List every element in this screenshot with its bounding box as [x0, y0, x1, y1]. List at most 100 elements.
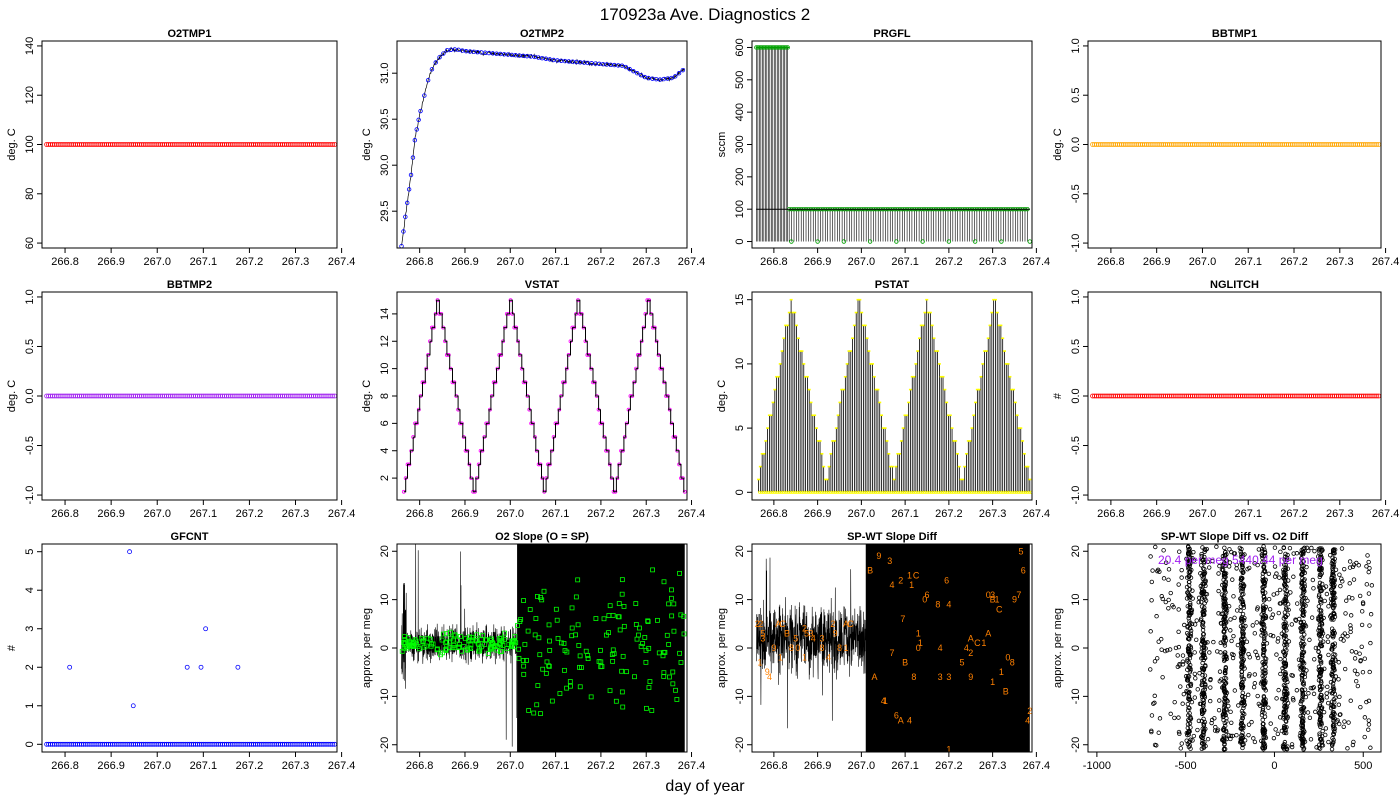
data-point: [1268, 721, 1273, 726]
data-point: [1291, 698, 1296, 703]
data-point-zero: [837, 490, 841, 494]
data-point: [673, 687, 678, 693]
data-point: [1272, 564, 1278, 569]
data-label: 4: [767, 672, 772, 682]
data-point-outlier: [67, 664, 73, 670]
data-point: [1301, 642, 1307, 647]
data-point-zero: [908, 490, 912, 494]
data-point: [1366, 591, 1372, 596]
data-label: 9: [968, 672, 973, 682]
data-label: A: [898, 716, 904, 726]
data-point: [1230, 655, 1236, 661]
data-point: [433, 60, 438, 65]
data-point: [553, 606, 559, 612]
data-point-zero: [794, 490, 798, 494]
data-point: [1282, 678, 1287, 683]
data-point: [661, 579, 667, 585]
data-point: [1298, 619, 1304, 625]
data-label: 1: [918, 638, 923, 648]
data-point: [1342, 666, 1348, 672]
data-point: [1318, 659, 1324, 664]
data-point: [414, 641, 420, 647]
data-point: [1159, 647, 1164, 652]
data-point: [1223, 665, 1229, 670]
data-point: [1338, 583, 1343, 589]
data-label: 2: [898, 575, 903, 585]
data-point: [1223, 671, 1228, 676]
data-point: [1281, 624, 1287, 629]
data-point: [1330, 597, 1336, 603]
x-axis-label: day of year: [665, 778, 745, 795]
data-point-zero: [1004, 490, 1008, 494]
data-point-zero: [911, 490, 916, 494]
data-point: [1217, 669, 1223, 674]
data-point: [405, 200, 410, 206]
data-point: [546, 663, 552, 669]
data-point: [1306, 691, 1311, 696]
data-point-zero: [864, 490, 869, 494]
data-label: B: [784, 628, 790, 638]
data-point: [1240, 562, 1245, 567]
panel-title: BBTMP2: [167, 279, 212, 291]
data-point: [482, 641, 488, 647]
data-point: [645, 619, 651, 624]
data-point: [1331, 678, 1337, 683]
data-label: 1: [883, 696, 888, 706]
data-point: [1184, 584, 1190, 590]
data-point-zero: [917, 490, 921, 494]
data-point: [1221, 711, 1226, 717]
y-tick-label: -0.5: [24, 436, 36, 455]
data-point: [1322, 598, 1327, 604]
data-point: [1188, 555, 1193, 561]
data-label: 1: [907, 570, 912, 580]
data-point: [1185, 624, 1191, 629]
data-point: [1154, 743, 1159, 748]
data-point: [655, 617, 660, 623]
data-point: [1170, 603, 1175, 608]
data-point: [1374, 142, 1380, 147]
data-point: [1367, 669, 1372, 675]
data-point: [1230, 733, 1235, 739]
data-point: [1201, 721, 1206, 726]
data-point: [1298, 713, 1303, 719]
data-label: 4: [826, 653, 831, 663]
data-point: [1308, 737, 1314, 742]
data-point: [1224, 736, 1230, 742]
data-point: [1259, 552, 1264, 557]
data-point: [1160, 596, 1165, 602]
data-point: [1281, 576, 1287, 581]
data-point: [1329, 645, 1335, 650]
data-point-outlier: [198, 664, 204, 670]
y-tick-label: 5: [734, 425, 746, 431]
data-point: [330, 142, 336, 147]
data-point: [1278, 671, 1283, 677]
data-point-zero: [960, 490, 964, 494]
data-point: [1224, 611, 1229, 616]
y-tick-label: -1.0: [1070, 234, 1082, 253]
data-point: [1239, 576, 1245, 581]
data-point-zero: [938, 490, 943, 494]
data-point: [1326, 604, 1331, 609]
data-point: [1318, 608, 1324, 613]
data-point: [1200, 711, 1205, 716]
data-point: [1238, 554, 1244, 560]
data-point: [642, 74, 648, 80]
x-tick-label: 266.9: [451, 256, 479, 268]
data-point-zero: [973, 490, 977, 494]
data-point: [627, 66, 632, 72]
data-point: [1282, 661, 1287, 667]
data-point: [1300, 629, 1305, 634]
data-point: [1232, 688, 1238, 693]
data-point: [1319, 698, 1324, 704]
data-point: [440, 631, 446, 637]
data-point: [451, 632, 457, 638]
y-tick-label: 31.0: [379, 62, 391, 83]
data-point: [1241, 570, 1246, 575]
data-point: [1239, 718, 1244, 723]
data-point: [1165, 648, 1170, 653]
panel-title: PSTAT: [875, 279, 910, 291]
data-label: 0: [795, 643, 800, 653]
data-point: [1283, 672, 1288, 677]
data-point: [1149, 598, 1154, 603]
data-point: [1316, 546, 1321, 552]
